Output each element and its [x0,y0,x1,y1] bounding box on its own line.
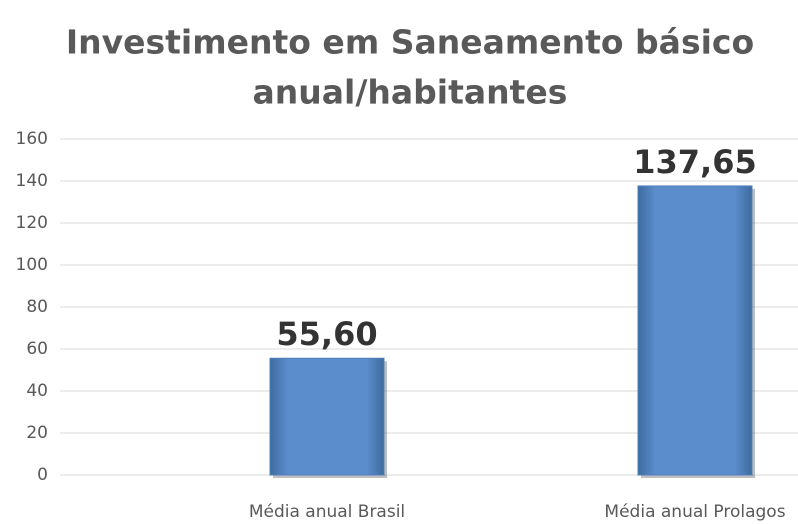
chart-title: Investimento em Saneamento básico [66,23,754,62]
x-tick-label: Média anual Brasil [249,502,405,522]
bar [269,357,385,476]
x-tick-label: Média anual Prolagos [604,502,785,522]
y-tick-label: 100 [16,255,48,275]
y-tick-label: 0 [37,465,48,485]
bar [637,185,753,476]
data-label: 137,65 [633,143,756,181]
data-label: 55,60 [276,315,377,353]
y-tick-label: 40 [26,381,48,401]
y-tick-label: 20 [26,423,48,443]
y-tick-label: 140 [16,171,48,191]
chart-title: anual/habitantes [253,73,568,112]
y-tick-label: 120 [16,213,48,233]
y-tick-label: 80 [26,297,48,317]
y-tick-label: 160 [16,129,48,149]
y-tick-label: 60 [26,339,48,359]
